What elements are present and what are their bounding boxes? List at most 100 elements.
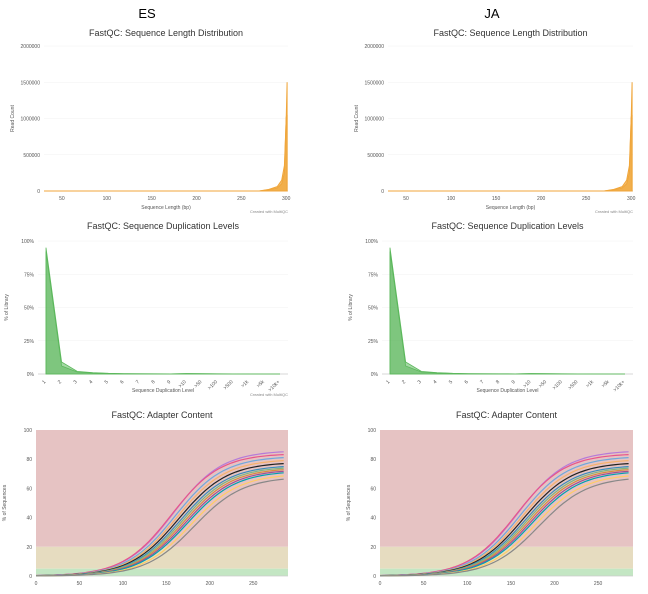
- x-tick-label: 250: [594, 581, 603, 587]
- x-tick-label: 100: [119, 581, 128, 587]
- x-tick-label: >1k: [585, 379, 595, 389]
- y-axis-label: % of Library: [4, 294, 10, 321]
- x-tick-label: 3: [417, 379, 423, 385]
- y-tick-label: 75%: [368, 272, 379, 278]
- credit-label: Created with MultiQC: [595, 209, 633, 214]
- chart-es-2: FastQC: Sequence Duplication Levels0%25%…: [4, 221, 288, 397]
- x-tick-label: 8: [150, 379, 156, 385]
- y-tick-label: 40: [26, 516, 32, 522]
- x-tick-label: 1: [385, 379, 391, 385]
- x-tick-label: 50: [403, 196, 409, 202]
- column-title-ja: JA: [484, 6, 500, 21]
- y-tick-label: 25%: [24, 339, 35, 345]
- y-tick-label: 0: [37, 189, 40, 195]
- x-tick-label: >50: [193, 379, 203, 389]
- x-tick-label: >500: [222, 379, 234, 391]
- x-tick-label: 0: [379, 581, 382, 587]
- length-series-0: [388, 82, 633, 192]
- x-tick-label: 50: [59, 196, 65, 202]
- y-tick-label: 25%: [368, 339, 379, 345]
- y-tick-label: 80: [370, 457, 376, 463]
- x-tick-label: 150: [492, 196, 501, 202]
- length-series-1: [44, 114, 288, 192]
- x-tick-label: 100: [463, 581, 472, 587]
- chart-es-0: FastQC: Sequence Length Distribution 0 500…: [10, 28, 291, 214]
- x-axis-label: Sequence Duplication Level: [477, 388, 539, 394]
- y-tick-label: 100%: [21, 239, 34, 245]
- y-tick-label: 500000: [367, 153, 384, 159]
- band-warn: [36, 546, 288, 569]
- x-tick-label: 8: [495, 379, 501, 385]
- x-tick-label: 9: [166, 379, 172, 385]
- x-tick-label: 4: [432, 379, 438, 385]
- x-tick-label: >1k: [240, 379, 250, 389]
- x-tick-label: 50: [77, 581, 83, 587]
- y-tick-label: 20: [26, 545, 32, 551]
- chart-title: FastQC: Sequence Length Distribution: [89, 28, 243, 38]
- y-axis-label: % of Library: [348, 294, 354, 321]
- x-tick-label: >50: [538, 379, 548, 389]
- dup-series-1: [389, 251, 625, 375]
- y-tick-label: 40: [370, 516, 376, 522]
- chart-title: FastQC: Sequence Duplication Levels: [87, 221, 240, 231]
- y-tick-label: 0: [29, 574, 32, 580]
- x-tick-label: 2: [57, 379, 63, 385]
- x-tick-label: 7: [135, 379, 141, 385]
- x-axis-label: Sequence Length (bp): [486, 205, 536, 211]
- y-tick-label: 75%: [24, 272, 35, 278]
- y-tick-label: 100%: [365, 239, 378, 245]
- y-tick-label: 2000000: [21, 44, 41, 50]
- chart-ja-1: FastQC: Sequence Length Distribution 0 500…: [354, 28, 636, 214]
- x-tick-label: 100: [103, 196, 112, 202]
- x-tick-label: 200: [537, 196, 546, 202]
- y-tick-label: 100: [24, 428, 33, 434]
- x-tick-label: 100: [447, 196, 456, 202]
- y-tick-label: 0%: [371, 372, 379, 378]
- y-tick-label: 2000000: [365, 44, 385, 50]
- x-tick-label: >5k: [256, 379, 266, 389]
- x-tick-label: 200: [550, 581, 559, 587]
- chart-title: FastQC: Adapter Content: [111, 410, 213, 420]
- x-tick-label: 5: [104, 379, 110, 385]
- y-axis-label: Read Count: [10, 105, 16, 132]
- chart-title: FastQC: Sequence Length Distribution: [433, 28, 587, 38]
- chart-es-4: FastQC: Adapter Content 0 20 40 60 80 100 % of …: [2, 410, 288, 587]
- x-tick-label: 150: [147, 196, 156, 202]
- band-bad: [380, 430, 633, 547]
- x-tick-label: 1: [41, 379, 47, 385]
- y-tick-label: 1000000: [365, 117, 385, 123]
- x-axis-label: Sequence Length (bp): [141, 205, 191, 211]
- x-tick-label: >500: [567, 379, 579, 391]
- x-tick-label: 50: [421, 581, 427, 587]
- y-tick-label: 1500000: [21, 80, 41, 86]
- y-tick-label: 60: [370, 486, 376, 492]
- credit-label: Created with MultiQC: [250, 392, 288, 397]
- length-series-1: [388, 114, 633, 192]
- dup-series-0: [45, 247, 280, 375]
- column-title-es: ES: [138, 6, 156, 21]
- y-tick-label: 80: [26, 457, 32, 463]
- adapter-series-11: [35, 478, 284, 577]
- length-series-0: [44, 82, 288, 192]
- y-tick-label: 0: [373, 574, 376, 580]
- y-tick-label: 1000000: [21, 117, 41, 123]
- x-axis-label: Sequence Duplication Level: [132, 388, 194, 394]
- y-tick-label: 20: [370, 545, 376, 551]
- x-tick-label: 200: [206, 581, 215, 587]
- band-good: [36, 568, 288, 576]
- x-tick-label: 5: [448, 379, 454, 385]
- charts-group: FastQC: Sequence Length Distribution0500…: [2, 28, 636, 587]
- x-tick-label: 3: [72, 379, 78, 385]
- band-bad: [36, 430, 288, 547]
- x-tick-label: >10k+: [612, 379, 626, 393]
- x-tick-label: 250: [249, 581, 258, 587]
- x-tick-label: >10: [178, 379, 188, 389]
- x-tick-label: >100: [207, 379, 219, 391]
- x-tick-label: >5k: [601, 379, 611, 389]
- x-tick-label: >10: [522, 379, 532, 389]
- x-tick-label: 6: [119, 379, 125, 385]
- y-tick-label: 500000: [23, 153, 40, 159]
- credit-label: Created with MultiQC: [250, 209, 288, 214]
- y-axis-label: % of Sequences: [2, 484, 8, 521]
